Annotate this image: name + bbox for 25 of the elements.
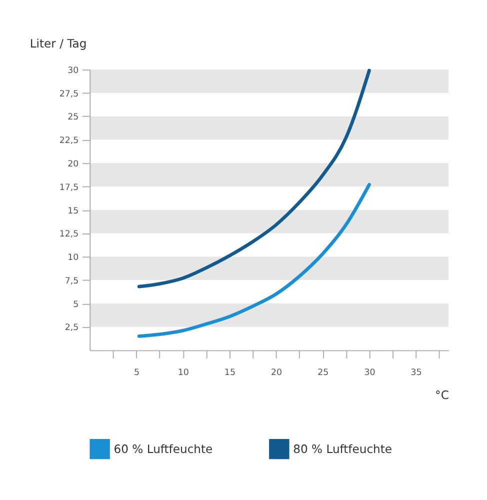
- y-tick-label: 12,5: [59, 230, 79, 240]
- line-series: [137, 182, 371, 338]
- y-axis-title: Liter / Tag: [30, 36, 87, 50]
- y-tick-label: 10: [68, 253, 79, 264]
- y-tick-label: 5: [73, 300, 79, 310]
- y-tick-label: 7,5: [64, 276, 79, 286]
- y-tick-label: 30: [68, 66, 79, 76]
- x-tick-label: 30: [364, 368, 376, 378]
- x-tick-label: 5: [134, 368, 140, 378]
- y-tick-label: 27,5: [59, 89, 79, 100]
- y-tick-label: 17,5: [59, 182, 79, 193]
- legend-label: 60 % Luftfeuchte: [114, 442, 213, 456]
- legend-label: 80 % Luftfeuchte: [293, 442, 392, 456]
- x-tick-label: 25: [318, 368, 329, 378]
- x-tick-label: 35: [410, 368, 422, 378]
- x-tick-label: 15: [224, 368, 236, 378]
- y-tick-label: 22,5: [59, 136, 79, 146]
- y-tick-label: 20: [68, 159, 79, 170]
- x-tick-label: 20: [271, 368, 282, 378]
- x-axis-title: °C: [435, 388, 449, 402]
- x-tick-label: 10: [178, 368, 189, 378]
- line-series: [137, 68, 371, 288]
- y-tick-label: 25: [68, 112, 79, 123]
- y-tick-label: 15: [68, 206, 79, 216]
- y-tick-label: 2,5: [64, 323, 79, 334]
